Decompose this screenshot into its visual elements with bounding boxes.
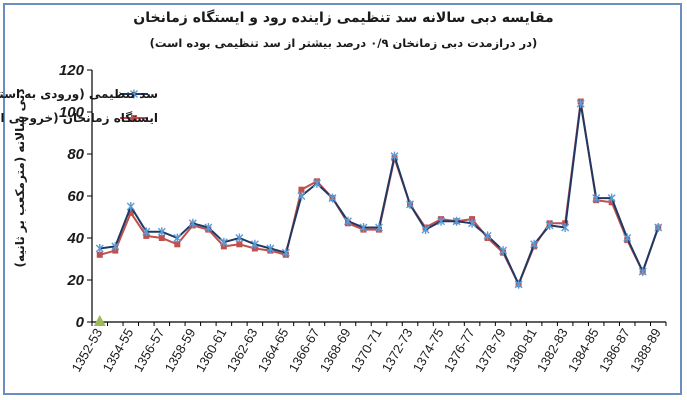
data-point-star [126, 202, 135, 211]
data-point-star [483, 231, 492, 241]
series-line [99, 101, 660, 287]
legend: سد تنظیمی (ورودی به استان) ایستگاه زمانخا… [0, 87, 158, 126]
data-point-star [545, 220, 554, 230]
y-ticks: 0 20 40 60 80 100 120 [59, 62, 92, 331]
data-point-star [654, 223, 663, 232]
data-point-star [266, 244, 275, 253]
chart-title: مقایسه دبی سالانه سد تنظیمی زاینده رود و… [133, 10, 554, 26]
data-point-star [623, 233, 632, 243]
data-point-square [127, 209, 134, 216]
data-point-star [638, 267, 647, 277]
data-point-star [452, 216, 461, 226]
data-point-star [530, 239, 539, 249]
chart-subtitle: (در درازمدت دبی زمانخان ۰/۹ درصد بیشتر ا… [149, 36, 538, 50]
data-point-square [174, 241, 181, 248]
triangle-marker [93, 315, 106, 326]
data-point-star [561, 223, 570, 232]
data-point-star [312, 178, 321, 188]
series-1 [95, 99, 663, 289]
data-point-star [142, 227, 151, 237]
data-point-star [157, 227, 166, 237]
data-point-star [592, 193, 601, 203]
data-point-star [111, 241, 120, 251]
data-point-star [219, 237, 228, 247]
data-point-star [514, 279, 523, 289]
data-point-star [281, 248, 290, 258]
data-point-star [95, 244, 104, 253]
data-point-star [607, 193, 616, 203]
data-point-star [173, 233, 182, 243]
data-point-square [96, 251, 103, 258]
data-point-star [499, 246, 508, 256]
data-point-star [250, 239, 259, 249]
legend-label: سد تنظیمی (ورودی به استان) [0, 87, 158, 102]
data-point-star [390, 151, 399, 161]
data-point-star [188, 218, 197, 228]
y-tick-label: 40 [66, 230, 84, 247]
legend-label: ایستگاه زمانخان (خروجی از استان) [0, 111, 158, 126]
data-point-star [359, 223, 368, 232]
series-2 [96, 98, 662, 288]
y-tick-label: 100 [59, 104, 85, 121]
data-point-star [130, 89, 138, 99]
data-point-star [468, 218, 477, 228]
data-point-star [576, 99, 585, 109]
data-point-star [375, 223, 383, 232]
y-tick-label: 60 [67, 188, 84, 205]
data-point-star [204, 223, 213, 232]
data-point-star [343, 216, 352, 226]
data-point-square [131, 115, 137, 121]
x-ticks: 1352-531354-551356-571358-591360-611362-… [68, 322, 667, 375]
data-point-star [421, 225, 430, 235]
data-point-square [236, 241, 243, 248]
x-tick-label: 1388-89 [627, 326, 664, 375]
data-point-star [297, 191, 306, 201]
data-point-square [298, 186, 305, 193]
y-tick-label: 0 [76, 314, 85, 331]
data-point-star [437, 216, 446, 226]
data-point-star [328, 193, 337, 203]
data-point-star [235, 233, 244, 243]
data-point-star [406, 199, 415, 209]
series-line [99, 103, 660, 287]
y-tick-label: 80 [67, 146, 84, 163]
series-layer [93, 98, 663, 326]
data-point-square [158, 235, 165, 241]
y-tick-label: 20 [66, 272, 84, 289]
y-tick-label: 120 [59, 62, 85, 79]
